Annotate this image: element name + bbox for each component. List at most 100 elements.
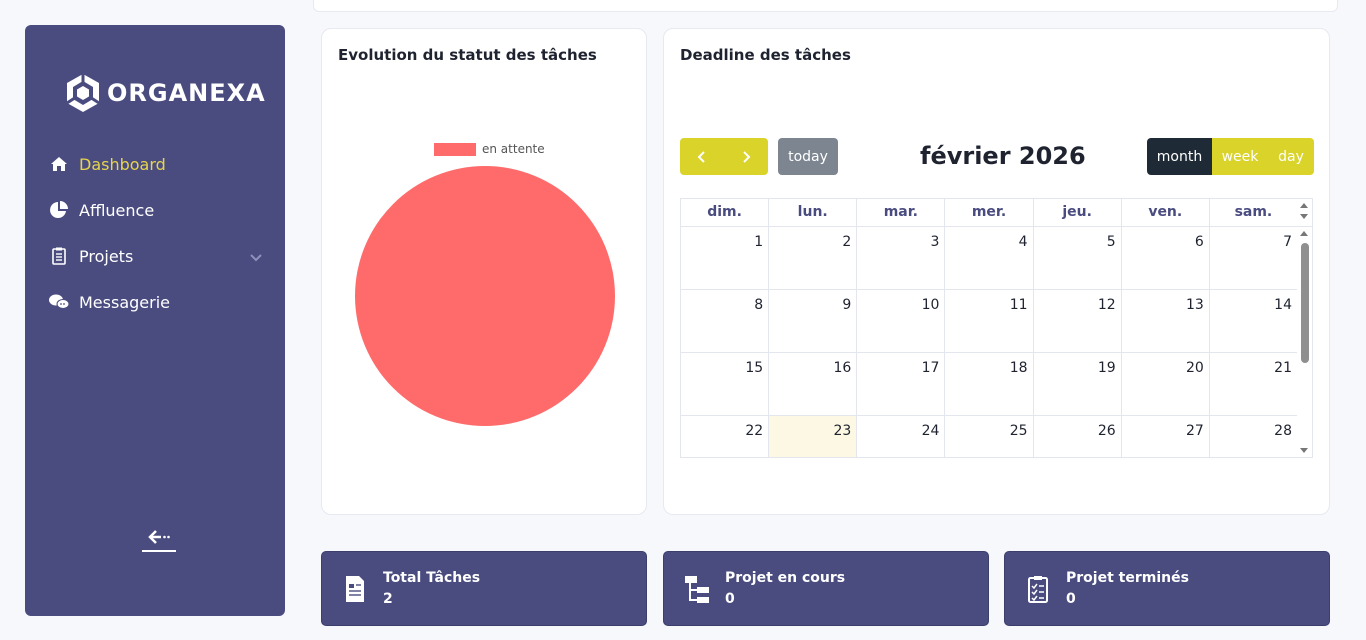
logo-icon bbox=[66, 74, 100, 112]
scroll-up-arrow[interactable] bbox=[1300, 231, 1308, 236]
calendar-body: 1 2 3 4 5 6 7 8 9 10 11 12 13 14 15 16 1… bbox=[681, 227, 1312, 457]
stat-value: 0 bbox=[725, 591, 735, 607]
scroll-thumb[interactable] bbox=[1301, 243, 1309, 363]
day-cell[interactable]: 7 bbox=[1283, 234, 1292, 250]
sidebar-item-affluence[interactable]: Affluence bbox=[49, 187, 263, 233]
week-view-button[interactable]: week bbox=[1212, 138, 1268, 175]
calendar-month-title: février 2026 bbox=[920, 142, 1086, 170]
sidebar-item-messagerie[interactable]: Messagerie bbox=[49, 279, 263, 325]
day-cell[interactable]: 8 bbox=[681, 290, 770, 352]
sidebar-item-label: Projets bbox=[79, 246, 134, 266]
day-cell[interactable]: 2 bbox=[769, 227, 858, 289]
day-cell[interactable]: 4 bbox=[945, 227, 1034, 289]
week-row: 8 9 10 11 12 13 14 bbox=[681, 290, 1297, 353]
prev-button[interactable] bbox=[680, 138, 724, 175]
sidebar-item-label: Affluence bbox=[79, 200, 155, 220]
card-title: Deadline des tâches bbox=[680, 46, 851, 64]
weekday-label: jeu. bbox=[1034, 199, 1122, 226]
deadline-calendar-card: Deadline des tâches today février 2026 m… bbox=[663, 28, 1330, 515]
sidebar-item-label: Messagerie bbox=[79, 292, 170, 312]
weekday-label: sam. bbox=[1234, 204, 1273, 220]
weekday-header: dim. lun. mar. mer. jeu. ven. sam. bbox=[681, 199, 1312, 227]
stat-card-projet-en-cours[interactable]: Projet en cours 0 bbox=[663, 551, 989, 626]
day-cell[interactable]: 28 bbox=[1274, 423, 1292, 439]
day-cell[interactable]: 1 bbox=[681, 227, 770, 289]
chevron-down-icon[interactable] bbox=[249, 248, 263, 267]
week-row: 22 23 24 25 26 27 28 bbox=[681, 416, 1297, 457]
day-cell[interactable]: 21 bbox=[1274, 360, 1292, 376]
day-cell[interactable]: 22 bbox=[681, 416, 770, 457]
stat-value: 2 bbox=[383, 591, 393, 607]
calendar-nav-group bbox=[680, 138, 768, 175]
view-switcher: month week day bbox=[1147, 138, 1314, 175]
logo-text: ORGANEXA bbox=[107, 79, 266, 107]
pie-slice[interactable] bbox=[355, 166, 615, 426]
weekday-label: dim. bbox=[681, 199, 770, 226]
day-cell[interactable]: 27 bbox=[1122, 416, 1210, 457]
chevron-left-icon bbox=[697, 150, 705, 163]
day-cell[interactable]: 9 bbox=[769, 290, 858, 352]
calendar-grid: dim. lun. mar. mer. jeu. ven. sam. 1 2 3… bbox=[680, 198, 1313, 458]
stat-label: Projet en cours bbox=[725, 570, 846, 586]
day-cell[interactable]: 25 bbox=[945, 416, 1034, 457]
stat-label: Total Tâches bbox=[383, 570, 481, 586]
day-cell[interactable]: 15 bbox=[681, 353, 770, 415]
day-cell[interactable]: 6 bbox=[1122, 227, 1210, 289]
calendar-scrollbar[interactable] bbox=[1297, 227, 1312, 457]
month-view-button[interactable]: month bbox=[1147, 138, 1212, 175]
day-cell[interactable]: 10 bbox=[857, 290, 946, 352]
day-cell[interactable]: 19 bbox=[1034, 353, 1122, 415]
day-cell[interactable]: 11 bbox=[945, 290, 1034, 352]
weekday-label: ven. bbox=[1122, 199, 1210, 226]
clipboard-icon bbox=[49, 246, 69, 266]
day-cell[interactable]: 18 bbox=[945, 353, 1034, 415]
day-cell[interactable]: 5 bbox=[1034, 227, 1122, 289]
sidebar: ORGANEXA Dashboard Affluence Projets bbox=[25, 25, 285, 616]
document-icon bbox=[346, 576, 364, 602]
day-cell[interactable]: 26 bbox=[1034, 416, 1122, 457]
stat-label: Projet terminés bbox=[1066, 570, 1189, 586]
day-cell[interactable]: 17 bbox=[857, 353, 946, 415]
pie-chart-icon bbox=[49, 200, 69, 220]
today-button[interactable]: today bbox=[778, 138, 838, 175]
chevron-right-icon bbox=[743, 150, 751, 163]
day-cell-today[interactable]: 23 bbox=[769, 416, 858, 457]
legend-label: en attente bbox=[482, 142, 545, 156]
checklist-icon bbox=[1028, 576, 1048, 603]
stat-card-total-taches[interactable]: Total Tâches 2 bbox=[321, 551, 647, 626]
sidebar-item-dashboard[interactable]: Dashboard bbox=[49, 141, 263, 187]
stat-value: 0 bbox=[1066, 591, 1076, 607]
day-cell[interactable]: 14 bbox=[1274, 297, 1292, 313]
stat-card-projet-termines[interactable]: Projet terminés 0 bbox=[1004, 551, 1330, 626]
day-cell[interactable]: 3 bbox=[857, 227, 946, 289]
legend-swatch bbox=[434, 142, 476, 156]
collapse-sidebar-button[interactable] bbox=[141, 527, 177, 553]
card-title: Evolution du statut des tâches bbox=[338, 46, 597, 64]
day-cell[interactable]: 12 bbox=[1034, 290, 1122, 352]
arrow-left-icon bbox=[142, 530, 176, 552]
sidebar-item-label: Dashboard bbox=[79, 154, 166, 174]
week-row: 15 16 17 18 19 20 21 bbox=[681, 353, 1297, 416]
next-button[interactable] bbox=[724, 138, 768, 175]
hierarchy-icon bbox=[685, 576, 709, 603]
header-scroll-arrows[interactable] bbox=[1300, 203, 1308, 219]
scroll-down-arrow[interactable] bbox=[1300, 448, 1308, 453]
day-view-button[interactable]: day bbox=[1268, 138, 1314, 175]
weekday-label: mer. bbox=[945, 199, 1034, 226]
day-cell[interactable]: 13 bbox=[1122, 290, 1210, 352]
logo[interactable]: ORGANEXA bbox=[65, 73, 266, 113]
weekday-label: lun. bbox=[769, 199, 858, 226]
pie-chart bbox=[355, 166, 615, 426]
task-status-card: Evolution du statut des tâches en attent… bbox=[321, 28, 647, 515]
day-cell[interactable]: 24 bbox=[857, 416, 946, 457]
day-cell[interactable]: 20 bbox=[1122, 353, 1210, 415]
week-row: 1 2 3 4 5 6 7 bbox=[681, 227, 1297, 290]
sidebar-nav: Dashboard Affluence Projets Messagerie bbox=[49, 141, 263, 325]
top-panel bbox=[313, 0, 1338, 12]
chart-legend[interactable]: en attente bbox=[434, 142, 545, 156]
chat-icon bbox=[49, 292, 69, 312]
sidebar-item-projets[interactable]: Projets bbox=[49, 233, 263, 279]
weekday-label: mar. bbox=[857, 199, 946, 226]
day-cell[interactable]: 16 bbox=[769, 353, 858, 415]
calendar-toolbar: today février 2026 month week day bbox=[680, 138, 1314, 176]
